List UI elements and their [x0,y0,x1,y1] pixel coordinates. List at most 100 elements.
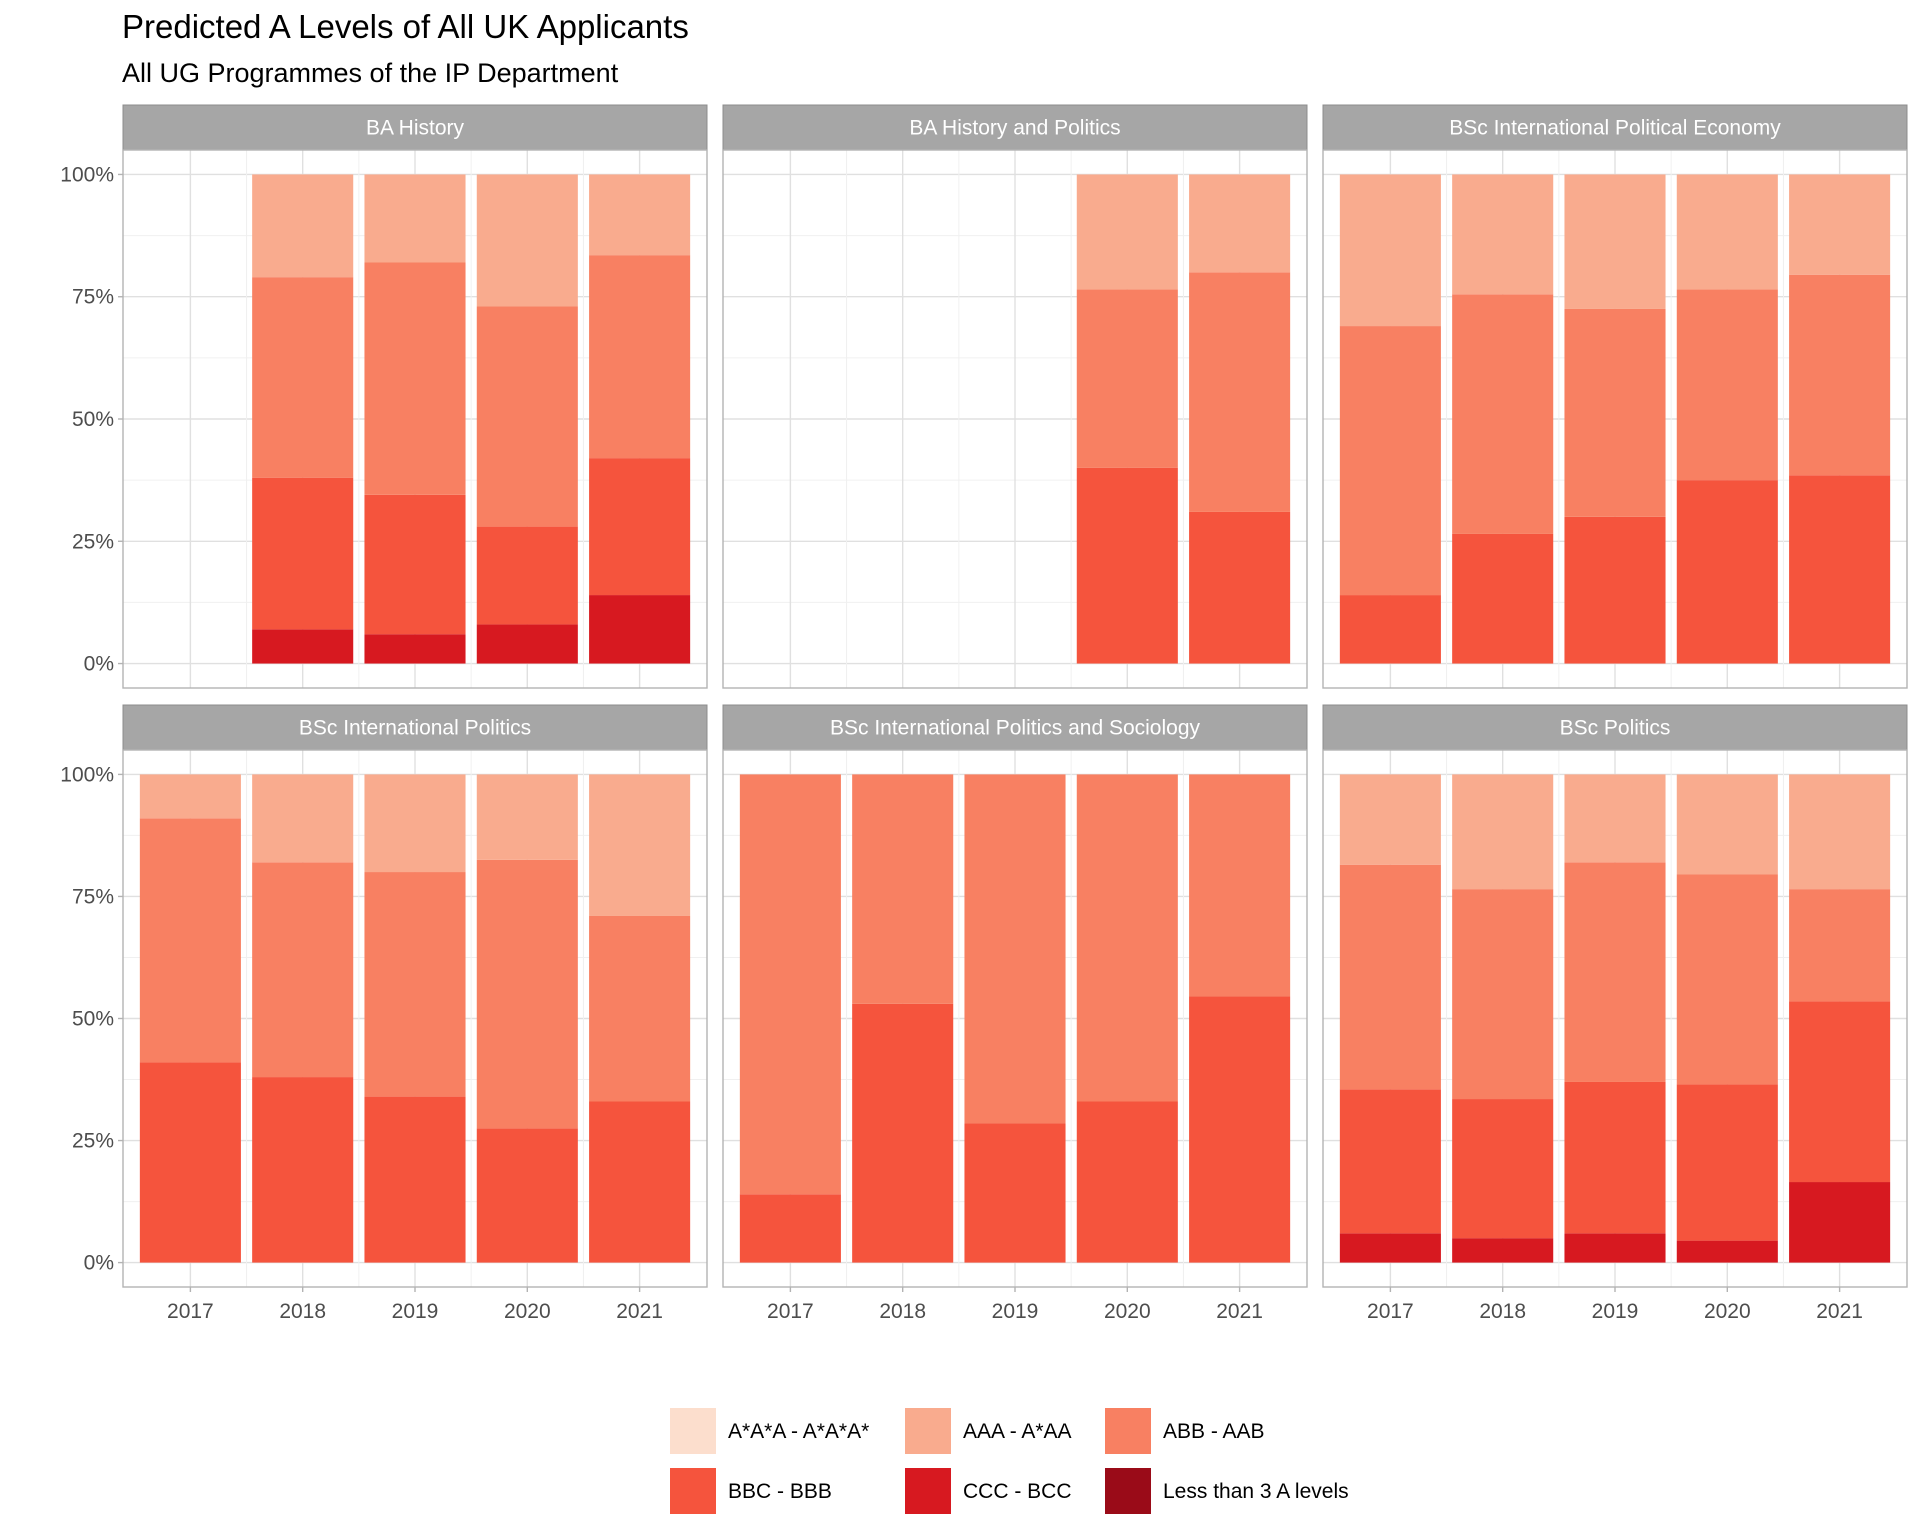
bar-segment-2020-bbc-bbb [1676,480,1778,664]
facet-strip-label: BA History and Politics [909,117,1120,140]
y-tick-label: 75% [72,885,114,908]
bar-segment-2020-abb-aab [1676,874,1778,1085]
bar-segment-2021-aaa-a-aa [1189,174,1291,273]
bar-segment-2020-aaa-a-aa [1676,774,1778,875]
bar-segment-2021-bbc-bbb [1789,475,1891,664]
bar-segment-2018-abb-aab [252,862,354,1078]
legend-swatch [670,1468,716,1514]
legend-item-less-than-3-a-levels: Less than 3 A levels [1105,1468,1349,1514]
bar-segment-2021-bbc-bbb [1789,1001,1891,1183]
bar-segment-2020-abb-aab [476,306,578,527]
legend-label: ABB - AAB [1163,1420,1265,1443]
legend-label: CCC - BCC [963,1480,1072,1503]
panel-border [1322,149,1908,689]
bar-segment-2020-aaa-a-aa [1076,174,1178,290]
bar-segment-2019-bbc-bbb [364,494,466,635]
y-tick-label: 25% [72,530,114,553]
bar-segment-2017-abb-aab [1339,864,1441,1090]
bar-segment-2018-bbc-bbb [1452,533,1554,664]
x-tick-label: 2021 [1816,1300,1863,1323]
x-tick-label: 2020 [504,1300,551,1323]
bar-segment-2018-ccc-bcc [1452,1238,1554,1263]
x-tick-label: 2020 [1104,1300,1151,1323]
bar-segment-2020-bbc-bbb [1076,467,1178,664]
legend-item-abb-aab: ABB - AAB [1105,1408,1265,1454]
facet-strip-label: BA History [366,117,465,140]
bar-segment-2020-aaa-a-aa [1676,174,1778,290]
legend-label: BBC - BBB [728,1480,832,1503]
x-tick-label: 2018 [279,1300,326,1323]
bar-segment-2021-abb-aab [1789,274,1891,476]
bar-segment-2019-abb-aab [364,262,466,495]
x-tick-label: 2019 [392,1300,439,1323]
legend-item-ccc-bcc: CCC - BCC [905,1468,1072,1514]
bar-segment-2018-abb-aab [252,277,354,478]
facet-strip-label: BSc Politics [1560,717,1671,740]
bar-segment-2019-ccc-bcc [1564,1233,1666,1263]
y-tick-label: 0% [84,1252,114,1275]
bar-segment-2020-abb-aab [1076,289,1178,468]
bar-segment-2019-aaa-a-aa [364,774,466,873]
bar-segment-2021-abb-aab [1189,774,1291,997]
x-tick-label: 2019 [992,1300,1039,1323]
bar-segment-2021-bbc-bbb [589,1101,691,1263]
bar-segment-2020-ccc-bcc [476,624,578,664]
bar-segment-2018-abb-aab [852,774,954,1004]
y-tick-label: 25% [72,1130,114,1153]
bar-segment-2019-abb-aab [964,774,1066,1124]
bar-segment-2020-abb-aab [476,859,578,1129]
bar-segment-2021-bbc-bbb [589,458,691,596]
y-tick-label: 50% [72,408,114,431]
y-tick-label: 100% [60,763,114,786]
facet-strip [722,104,1308,151]
facet-strip [1322,704,1908,751]
facet-strip [722,704,1308,751]
bar-segment-2019-bbc-bbb [1564,1081,1666,1234]
bar-segment-2018-abb-aab [1452,294,1554,534]
bar-segment-2017-aaa-a-aa [1339,174,1441,327]
bar-segment-2017-bbc-bbb [1339,1089,1441,1234]
bar-segment-2019-ccc-bcc [364,634,466,664]
bar-segment-2021-abb-aab [589,255,691,459]
x-tick-label: 2021 [616,1300,663,1323]
bar-segment-2020-ccc-bcc [1676,1240,1778,1263]
facet-strip-label: BSc International Political Economy [1449,117,1781,140]
bar-segment-2018-bbc-bbb [252,477,354,630]
bar-segment-2020-bbc-bbb [1076,1101,1178,1263]
bar-segment-2021-abb-aab [1189,272,1291,512]
bar-segment-2017-bbc-bbb [739,1194,841,1263]
bar-segment-2021-ccc-bcc [1789,1182,1891,1263]
facet-bsc-politics: BSc Politics 2017 2018 2019 2020 2021 [1322,704,1908,1323]
legend-swatch [905,1408,951,1454]
bar-segment-2018-bbc-bbb [852,1003,954,1263]
bar-segment-2018-aaa-a-aa [1452,174,1554,295]
bar-segment-2021-abb-aab [1789,889,1891,1002]
bar-segment-2018-bbc-bbb [252,1077,354,1263]
bar-segment-2018-abb-aab [1452,889,1554,1100]
y-tick-label: 50% [72,1008,114,1031]
legend-item-a-a-a-a-a-a: A*A*A - A*A*A* [670,1408,869,1454]
facet-ba-history: BA History 0% 25% 50% 75% 100% [60,104,708,689]
y-tick-label: 100% [60,163,114,186]
bar-segment-2019-aaa-a-aa [364,174,466,263]
bar-segment-2021-aaa-a-aa [1789,774,1891,890]
bar-segment-2019-abb-aab [1564,862,1666,1082]
bar-segment-2018-aaa-a-aa [252,174,354,278]
legend-swatch [905,1468,951,1514]
legend-swatch [1105,1408,1151,1454]
facet-bsc-international-politics: BSc International Politics 0% 25% 50% 75% 100… [60,704,708,1323]
legend: A*A*A - A*A*A* AAA - A*AA ABB - AAB BBC - B… [670,1408,1349,1514]
bar-segment-2020-bbc-bbb [1676,1084,1778,1241]
facet-strip [1322,104,1908,151]
bar-segment-2018-aaa-a-aa [252,774,354,863]
x-tick-label: 2018 [1479,1300,1526,1323]
bar-segment-2020-bbc-bbb [476,526,578,625]
facet-strip-label: BSc International Politics [299,717,531,740]
bar-segment-2017-abb-aab [1339,326,1441,596]
facet-strip [122,104,708,151]
bar-segment-2021-bbc-bbb [1189,996,1291,1263]
facet-bsc-international-political-economy: BSc International Political Economy [1322,104,1908,689]
bar-segment-2017-abb-aab [739,774,841,1195]
x-tick-label: 2020 [1704,1300,1751,1323]
bar-segment-2021-aaa-a-aa [589,774,691,916]
